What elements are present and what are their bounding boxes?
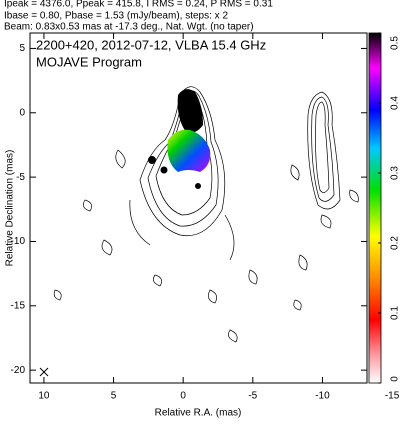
y-tick-label: -15 — [11, 300, 26, 311]
y-tick-label: 0 — [19, 107, 25, 118]
colorbar-tick-label: 0 — [390, 376, 401, 382]
x-tick-label: -15 — [385, 391, 400, 402]
colorbar — [368, 32, 382, 384]
x-tick-label: -10 — [315, 391, 330, 402]
y-axis-label: Relative Declination (mas) — [5, 150, 16, 267]
header-line: Beam: 0.83x0.53 mas at -17.3 deg., Nat. … — [4, 22, 254, 33]
x-tick-label: 0 — [180, 391, 186, 402]
colorbar-tick-label: 0.5 — [390, 36, 401, 50]
x-tick-label: 10 — [38, 391, 50, 402]
source-image — [39, 86, 359, 377]
x-tick-label: 5 — [111, 391, 117, 402]
colorbar-tick-label: 0.3 — [390, 166, 401, 180]
y-tick-label: -10 — [11, 236, 26, 247]
x-tick-label: -5 — [248, 391, 257, 402]
chart-title: 2200+420, 2012-07-12, VLBA 15.4 GHz — [36, 37, 266, 52]
plot-frame — [29, 32, 368, 384]
y-tick-label: 5 — [19, 43, 25, 54]
y-tick-label: -5 — [16, 172, 25, 183]
colorbar-tick-label: 0.1 — [390, 306, 401, 320]
colorbar-tick-label: 0.4 — [390, 96, 401, 110]
y-tick-label: -20 — [11, 365, 26, 376]
header-line: Ipeak = 4376.0, Ppeak = 415.8, I RMS = 0… — [4, 0, 273, 10]
chart-subtitle: MOJAVE Program — [36, 54, 142, 69]
header-line: Ibase = 0.80, Pbase = 1.53 (mJy/beam), s… — [4, 11, 228, 22]
x-axis-label: Relative R.A. (mas) — [155, 408, 242, 419]
colorbar-tick-label: 0.2 — [390, 236, 401, 250]
